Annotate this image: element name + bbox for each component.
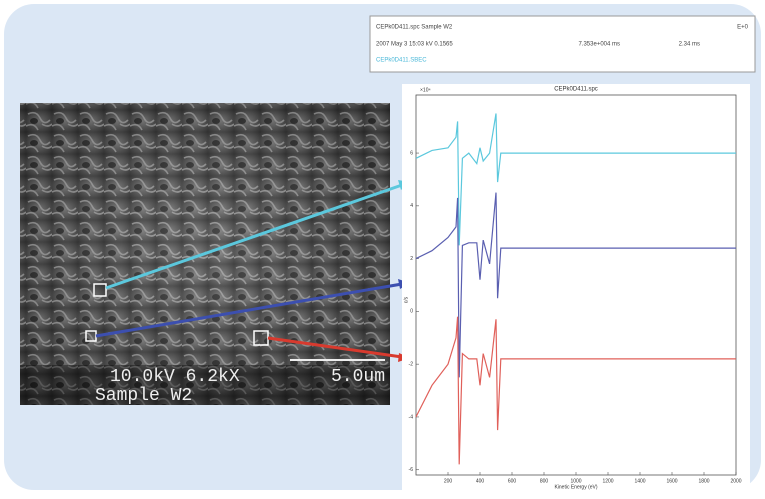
- header-step: 2.34 ms: [679, 42, 700, 48]
- x-axis-label: Kinetic Energy (eV): [554, 484, 597, 490]
- x-tick-label: 1000: [570, 478, 581, 484]
- sem-sample: Sample W2: [95, 386, 192, 406]
- chart-panel: [402, 84, 750, 490]
- y-tick-label: 0: [410, 309, 413, 315]
- y-axis-label: c/s: [403, 296, 409, 303]
- chart-title: CEPk0D411.spc: [554, 87, 598, 93]
- x-tick-label: 400: [476, 478, 485, 484]
- y-tick-label: 4: [410, 203, 413, 209]
- header-time: 7.353e+004 ms: [578, 42, 620, 48]
- header-file: CEPk0D411.spc Sample W2: [376, 25, 453, 31]
- figure: CEPk0D411.spc Sample W2 E+0 2007 May 3 1…: [0, 0, 765, 494]
- x-tick-label: 1800: [698, 478, 709, 484]
- y-tick-label: -6: [409, 467, 414, 473]
- header-code: E+0: [737, 25, 749, 31]
- header-link: CEPk0D411.SBEC: [376, 58, 427, 64]
- sem-voltage: 10.0kV 6.2kX: [110, 367, 240, 387]
- y-tick-label: 2: [410, 256, 413, 262]
- header-date: 2007 May 3 15:03 kV 0.1565: [376, 42, 453, 48]
- y-tick-label: -2: [409, 361, 414, 367]
- y-tick-label: 6: [410, 150, 413, 156]
- x-tick-label: 1400: [634, 478, 645, 484]
- x-tick-label: 200: [444, 478, 453, 484]
- y-multiplier: ×10⁴: [420, 87, 431, 93]
- y-tick-label: -4: [409, 414, 414, 420]
- x-tick-label: 600: [508, 478, 517, 484]
- x-tick-label: 1200: [602, 478, 613, 484]
- sem-scale: 5.0um: [331, 367, 385, 387]
- x-tick-label: 1600: [666, 478, 677, 484]
- x-tick-label: 800: [540, 478, 549, 484]
- x-tick-label: 2000: [730, 478, 741, 484]
